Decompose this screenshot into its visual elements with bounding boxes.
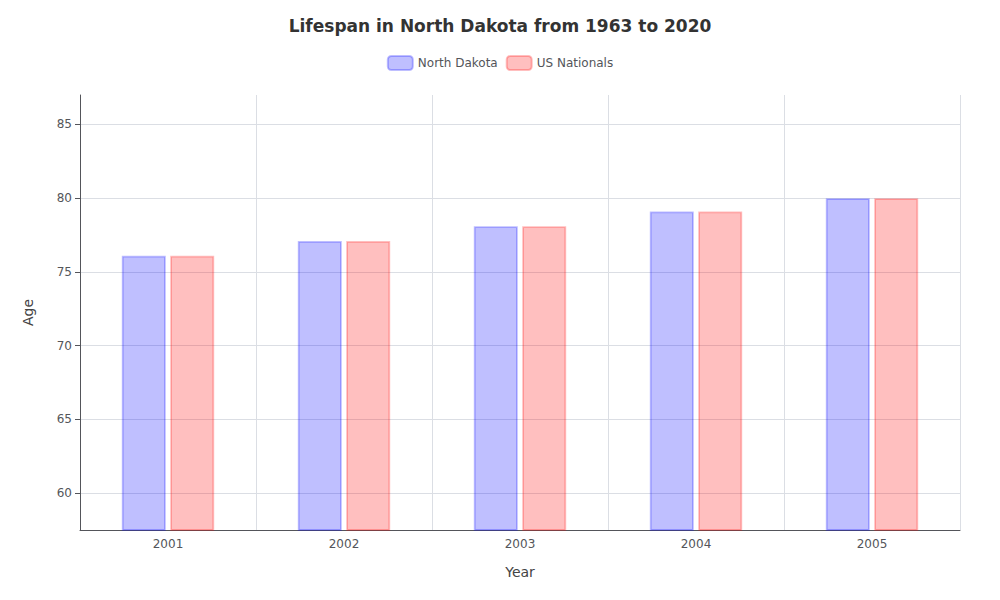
svg-text:70: 70	[57, 339, 72, 353]
svg-text:North Dakota: North Dakota	[418, 56, 498, 70]
svg-text:2003: 2003	[505, 537, 536, 551]
svg-text:60: 60	[57, 486, 72, 500]
svg-text:US Nationals: US Nationals	[537, 56, 613, 70]
svg-text:2005: 2005	[857, 537, 888, 551]
svg-text:2002: 2002	[329, 537, 360, 551]
svg-text:Lifespan in North Dakota from: Lifespan in North Dakota from 1963 to 20…	[289, 16, 712, 36]
svg-text:2004: 2004	[681, 537, 712, 551]
svg-text:2001: 2001	[153, 537, 184, 551]
svg-text:Year: Year	[504, 564, 535, 580]
svg-text:65: 65	[57, 412, 72, 426]
svg-text:85: 85	[57, 117, 72, 131]
svg-text:75: 75	[57, 265, 72, 279]
svg-text:Age: Age	[20, 299, 36, 326]
svg-text:80: 80	[57, 191, 72, 205]
